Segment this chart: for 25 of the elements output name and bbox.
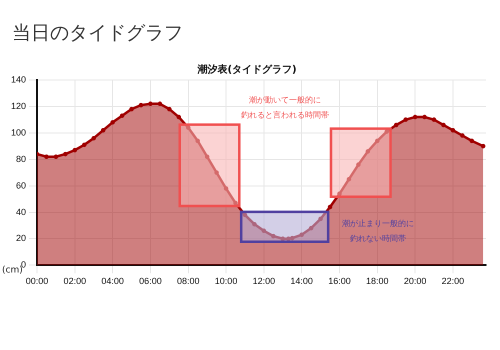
x-tick-label: 04:00 xyxy=(101,276,124,286)
x-tick-label: 08:00 xyxy=(176,276,200,286)
x-tick-label: 20:00 xyxy=(404,276,426,286)
y-tick-label: 40 xyxy=(16,206,26,217)
x-tick-label: 18:00 xyxy=(366,276,389,286)
y-axis-title: (cm) xyxy=(2,266,23,276)
x-tick-label: 16:00 xyxy=(328,276,351,286)
y-tick-label: 80 xyxy=(16,154,26,164)
y-tick-label: 100 xyxy=(10,127,26,138)
annotation: 潮が動いて一般的に釣れると言われる時間帯 xyxy=(241,96,330,120)
x-tick-label: 14:00 xyxy=(290,276,313,286)
x-tick-label: 06:00 xyxy=(139,276,162,286)
y-tick-label: 120 xyxy=(10,100,26,111)
y-tick-label: 140 xyxy=(10,74,26,84)
chart-subtitle: 潮汐表(タイドグラフ) xyxy=(196,64,297,76)
annotation: 潮が止まり一般的に釣れない時間帯 xyxy=(342,218,414,243)
x-tick-label: 10:00 xyxy=(214,276,238,286)
chart-title: 当日のタイドグラフ xyxy=(12,21,183,46)
y-tick-label: 0 xyxy=(21,260,26,270)
x-tick-label: 12:00 xyxy=(252,276,276,286)
y-tick-label: 20 xyxy=(16,233,26,244)
x-tick-label: 00:00 xyxy=(26,276,48,286)
y-tick-label: 60 xyxy=(16,180,26,190)
x-tick-label: 22:00 xyxy=(442,276,464,286)
x-tick-label: 02:00 xyxy=(64,276,86,286)
